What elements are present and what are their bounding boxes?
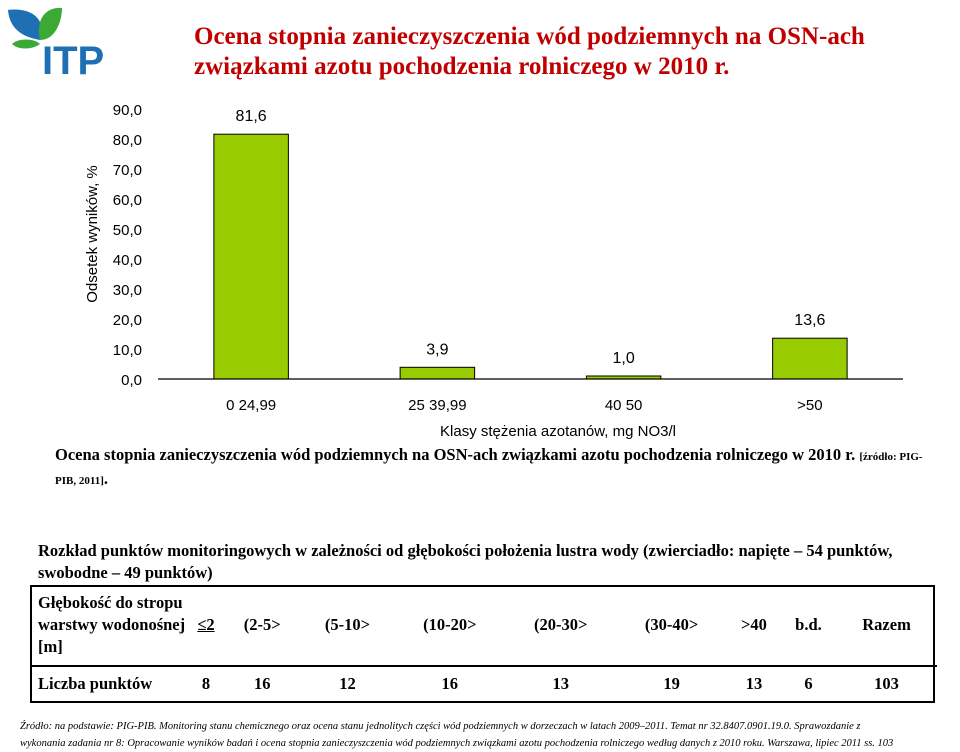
y-tick-label: 0,0: [121, 372, 142, 389]
table-row: Liczba punktów 8 16 12 16 13 19 13 6 103: [30, 666, 937, 701]
x-axis-label: Klasy stężenia azotanów, mg NO3/l: [440, 423, 676, 440]
table-cell: 13: [552, 674, 569, 693]
logo-leaf-green: [38, 7, 62, 40]
logo-leaf-green-small: [12, 39, 40, 49]
caption-text: Ocena stopnia zanieczyszczenia wód podzi…: [55, 445, 860, 464]
footer-line-1: Źródło: na podstawie: PIG-PIB. Monitorin…: [20, 721, 861, 732]
y-tick-label: 40,0: [113, 252, 142, 269]
y-axis-label: Odsetek wyników, %: [84, 165, 101, 303]
table-cell: 19: [663, 674, 680, 693]
caption-source: [źródło: PIG-PIB, 2011]: [55, 451, 923, 487]
data-label: 13,6: [794, 312, 825, 329]
data-label: 3,9: [426, 341, 448, 358]
chart-caption: Ocena stopnia zanieczyszczenia wód podzi…: [55, 444, 935, 492]
y-tick-label: 70,0: [113, 162, 142, 179]
col-header: (20-30>: [505, 585, 617, 667]
data-label: 1,0: [613, 350, 635, 367]
table-cell: 103: [874, 674, 899, 693]
col-header: Razem: [836, 585, 937, 667]
table-cell: 12: [339, 674, 356, 693]
col-header: b.d.: [780, 585, 837, 667]
y-tick-label: 50,0: [113, 222, 142, 239]
col-header: (30-40>: [616, 585, 728, 667]
x-tick-label: 25 39,99: [408, 397, 466, 414]
footer-line-2: wykonania zadania nr 8: Opracowanie wyni…: [20, 738, 894, 749]
table-header-label: Głębokość do stropu warstwy wodonośnej […: [30, 585, 188, 667]
y-tick-label: 30,0: [113, 282, 142, 299]
logo-leaf-blue: [8, 9, 42, 40]
itp-logo: ITP: [4, 4, 124, 83]
bar: [213, 133, 289, 380]
y-tick-label: 90,0: [113, 102, 142, 119]
bar-chart: 0,0 10,0 20,0 30,0 40,0 50,0 60,0 70,0 80,0 90,0 O…: [84, 102, 903, 440]
col-header: (2-5>: [223, 585, 301, 667]
x-tick-label: 0 24,99: [226, 397, 276, 414]
col-header: (5-10>: [300, 585, 395, 667]
x-tick-label: 40 50: [605, 397, 643, 414]
footer-source: Źródło: na podstawie: PIG-PIB. Monitorin…: [20, 718, 960, 752]
distribution-heading: Rozkład punktów monitoringowych w zależn…: [38, 541, 893, 582]
page-title: Ocena stopnia zanieczyszczenia wód podzi…: [194, 23, 865, 80]
table-header-row: Głębokość do stropu warstwy wodonośnej […: [30, 585, 937, 667]
x-tick-label: >50: [797, 397, 822, 414]
bar: [772, 337, 848, 380]
col-header: >40: [727, 585, 781, 667]
table-cell: 16: [441, 674, 459, 693]
bar: [399, 366, 476, 380]
col-header: ≤2: [188, 585, 224, 667]
y-tick-label: 10,0: [113, 342, 142, 359]
logo-text: ITP: [42, 39, 104, 76]
table-row-label: Liczba punktów: [38, 674, 153, 693]
depth-distribution-table: Głębokość do stropu warstwy wodonośnej […: [30, 585, 937, 701]
table-cell: 8: [201, 674, 211, 693]
data-label: 81,6: [236, 108, 267, 125]
table-cell: 6: [804, 674, 813, 693]
y-tick-label: 20,0: [113, 312, 142, 329]
table-cell: 16: [254, 674, 271, 693]
col-header: (10-20>: [394, 585, 506, 667]
y-tick-label: 60,0: [113, 192, 142, 209]
caption-end: .: [103, 469, 109, 488]
table-cell: 13: [745, 674, 763, 693]
y-tick-label: 80,0: [113, 132, 142, 149]
